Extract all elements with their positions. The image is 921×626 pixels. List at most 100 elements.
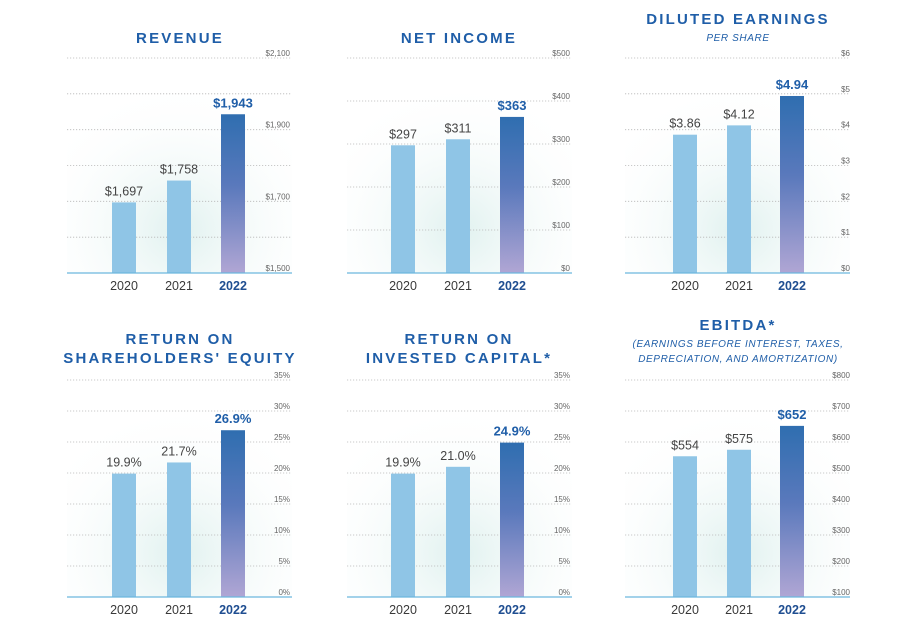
- data-label: 26.9%: [215, 411, 252, 426]
- data-label: 19.9%: [385, 456, 420, 470]
- bar-2020: [673, 456, 697, 597]
- chart-ebitda: $100 $200 $300 $400 $500 $600 $700 $800 $554 2020…: [625, 317, 851, 617]
- y-tick-label: $1,500: [266, 264, 291, 273]
- y-tick-label: $400: [832, 495, 850, 504]
- x-category-label: 2020: [671, 279, 699, 293]
- data-label: 24.9%: [494, 424, 531, 439]
- y-tick-label: 35%: [554, 371, 570, 380]
- y-tick-label: 0%: [278, 588, 290, 597]
- bar-2021: [167, 462, 191, 597]
- x-category-label: 2020: [389, 603, 417, 617]
- bar-2022: [780, 95, 804, 273]
- data-label: $1,697: [105, 184, 143, 198]
- y-tick-label: $0: [561, 264, 570, 273]
- y-tick-label: $300: [552, 135, 570, 144]
- x-category-label: 2021: [725, 279, 753, 293]
- bar-2020: [673, 134, 697, 273]
- y-tick-label: $100: [552, 221, 570, 230]
- chart-net-income: $0 $100 $200 $300 $400 $500 $297 2020 $311 2021 $3…: [347, 30, 572, 293]
- x-category-label: 2020: [110, 279, 138, 293]
- y-tick-label: $600: [832, 433, 850, 442]
- data-label: $575: [725, 432, 753, 446]
- data-label: $1,758: [160, 163, 198, 177]
- y-tick-label: $2,100: [266, 49, 291, 58]
- y-tick-label: $700: [832, 402, 850, 411]
- y-tick-label: 35%: [274, 371, 290, 380]
- bar-2022: [500, 116, 524, 273]
- chart-title: EBITDA*: [699, 317, 776, 334]
- chart-title: SHAREHOLDERS' EQUITY: [63, 350, 296, 367]
- data-label: $4.12: [723, 107, 754, 121]
- chart-title: NET INCOME: [401, 30, 517, 47]
- bar-2022: [221, 114, 245, 273]
- chart-title: RETURN ON: [126, 331, 235, 348]
- x-category-label: 2020: [110, 603, 138, 617]
- data-label: $311: [445, 121, 472, 135]
- data-label: 19.9%: [106, 456, 141, 470]
- chart-roe: 0% 5% 10% 15% 20% 25% 30% 35% 19.9% 2020 21.7% 2021…: [63, 331, 296, 617]
- y-tick-label: $4: [841, 121, 850, 130]
- y-tick-label: $3: [841, 157, 850, 166]
- data-label: $554: [671, 438, 699, 452]
- data-label: $3.86: [669, 117, 700, 131]
- y-tick-label: 10%: [554, 526, 570, 535]
- y-tick-label: $200: [832, 557, 850, 566]
- x-category-label: 2022: [498, 279, 526, 293]
- y-tick-label: $6: [841, 49, 850, 58]
- x-category-label: 2022: [778, 279, 806, 293]
- bar-2020: [112, 202, 136, 273]
- x-category-label: 2021: [165, 603, 193, 617]
- chart-title: INVESTED CAPITAL*: [366, 350, 552, 367]
- data-label: $297: [389, 127, 417, 141]
- y-tick-label: 10%: [274, 526, 290, 535]
- y-tick-label: 15%: [274, 495, 290, 504]
- data-label: $652: [778, 407, 807, 422]
- y-tick-label: 15%: [554, 495, 570, 504]
- x-category-label: 2022: [498, 603, 526, 617]
- bar-2021: [727, 449, 751, 597]
- y-tick-label: $300: [832, 526, 850, 535]
- x-category-label: 2020: [671, 603, 699, 617]
- y-tick-label: $5: [841, 85, 850, 94]
- chart-title: RETURN ON: [405, 331, 514, 348]
- bar-2020: [391, 473, 415, 597]
- y-tick-label: $500: [832, 464, 850, 473]
- chart-revenue: $1,500 $1,700 $1,900 $2,100 $1,697 2020 $1,758…: [67, 30, 292, 293]
- y-tick-label: $400: [552, 92, 570, 101]
- bar-2022: [500, 442, 524, 597]
- data-label: 21.0%: [440, 449, 475, 463]
- y-tick-label: $1: [841, 228, 850, 237]
- y-tick-label: 30%: [274, 402, 290, 411]
- data-label: 21.7%: [161, 444, 196, 458]
- chart-diluted-eps: $0 $1 $2 $3 $4 $5 $6 $3.86 2020 $4.12 2021 $4.94 202…: [625, 11, 851, 293]
- x-category-label: 2020: [389, 279, 417, 293]
- y-tick-label: $0: [841, 264, 850, 273]
- y-tick-label: 20%: [554, 464, 570, 473]
- chart-subtitle: (EARNINGS BEFORE INTEREST, TAXES,: [633, 339, 844, 350]
- chart-title: REVENUE: [136, 30, 224, 47]
- bar-2021: [727, 125, 751, 273]
- x-category-label: 2021: [725, 603, 753, 617]
- data-label: $363: [498, 98, 527, 113]
- y-tick-label: 0%: [558, 588, 570, 597]
- y-tick-label: 20%: [274, 464, 290, 473]
- chart-subtitle: DEPRECIATION, AND AMORTIZATION): [638, 354, 838, 365]
- y-tick-label: 5%: [278, 557, 290, 566]
- x-category-label: 2021: [444, 279, 472, 293]
- y-tick-label: $100: [832, 588, 850, 597]
- data-label: $4.94: [776, 77, 809, 92]
- x-category-label: 2022: [219, 603, 247, 617]
- x-category-label: 2021: [444, 603, 472, 617]
- y-tick-label: $800: [832, 371, 850, 380]
- chart-title: DILUTED EARNINGS: [646, 11, 830, 28]
- x-category-label: 2022: [219, 279, 247, 293]
- x-category-label: 2021: [165, 279, 193, 293]
- y-tick-label: $200: [552, 178, 570, 187]
- y-tick-label: $1,700: [266, 192, 291, 201]
- y-tick-label: 5%: [558, 557, 570, 566]
- bar-2022: [221, 430, 245, 597]
- y-tick-label: 30%: [554, 402, 570, 411]
- bar-2021: [446, 139, 470, 273]
- y-tick-label: 25%: [554, 433, 570, 442]
